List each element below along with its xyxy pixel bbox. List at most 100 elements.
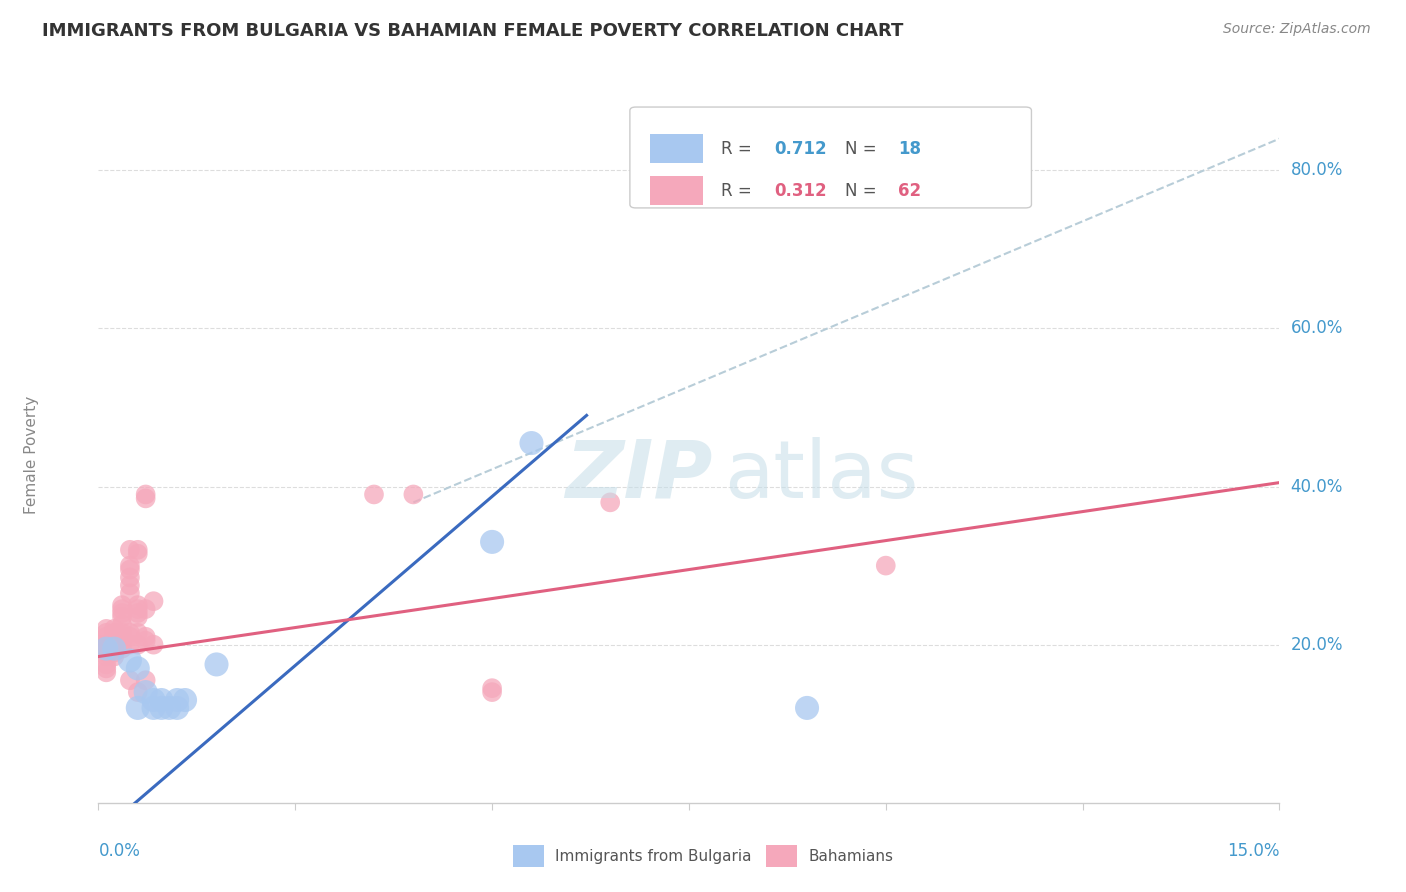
Point [96,665,118,680]
Point [118,673,141,688]
Point [118,638,141,652]
Point [127,606,149,620]
Point [127,547,149,561]
Point [599,495,621,509]
Point [127,602,149,616]
Point [111,598,134,612]
Point [103,646,125,660]
Point [118,542,141,557]
Point [103,641,125,656]
Point [363,487,385,501]
Text: 0.712: 0.712 [773,140,827,158]
Point [481,685,503,699]
Text: 0.0%: 0.0% [98,842,141,860]
Point [103,625,125,640]
Point [87,641,110,656]
Point [103,649,125,664]
Point [96,657,118,672]
Point [142,638,165,652]
Point [127,638,149,652]
Point [111,610,134,624]
Point [111,630,134,644]
Point [111,633,134,648]
Point [111,618,134,632]
FancyBboxPatch shape [650,176,703,205]
Point [127,701,149,715]
Text: 20.0%: 20.0% [1291,636,1343,654]
Point [103,641,125,656]
Text: Immigrants from Bulgaria: Immigrants from Bulgaria [555,849,752,863]
Text: Source: ZipAtlas.com: Source: ZipAtlas.com [1223,22,1371,37]
Text: 0.312: 0.312 [773,182,827,200]
Point [174,693,197,707]
Point [103,633,125,648]
Point [127,542,149,557]
Text: 15.0%: 15.0% [1227,842,1279,860]
Point [118,558,141,573]
Point [166,701,188,715]
Point [96,661,118,675]
Point [135,685,157,699]
Text: Female Poverty: Female Poverty [24,396,39,514]
Text: R =: R = [721,182,756,200]
Point [142,701,165,715]
FancyBboxPatch shape [630,107,1032,208]
Point [111,602,134,616]
Text: IMMIGRANTS FROM BULGARIA VS BAHAMIAN FEMALE POVERTY CORRELATION CHART: IMMIGRANTS FROM BULGARIA VS BAHAMIAN FEM… [42,22,904,40]
Point [87,638,110,652]
Text: 60.0%: 60.0% [1291,319,1343,337]
Text: ZIP: ZIP [565,437,713,515]
Point [127,598,149,612]
Point [118,578,141,592]
Point [96,625,118,640]
Text: atlas: atlas [724,437,918,515]
Point [103,622,125,636]
Text: N =: N = [845,140,882,158]
Point [118,586,141,600]
Text: 40.0%: 40.0% [1291,477,1343,496]
Text: 18: 18 [898,140,921,158]
Point [111,606,134,620]
Point [96,630,118,644]
Point [111,625,134,640]
Point [481,534,503,549]
Point [96,646,118,660]
Point [118,625,141,640]
Point [205,657,228,672]
Point [135,491,157,506]
Point [103,630,125,644]
Point [96,649,118,664]
Text: N =: N = [845,182,882,200]
Text: 80.0%: 80.0% [1291,161,1343,179]
Point [118,653,141,667]
Point [96,641,118,656]
Point [96,638,118,652]
Point [135,633,157,648]
Point [111,641,134,656]
Point [118,630,141,644]
Point [96,622,118,636]
Point [166,693,188,707]
Point [157,701,180,715]
Point [402,487,425,501]
Text: R =: R = [721,140,756,158]
Point [796,701,818,715]
Point [142,594,165,608]
Point [103,638,125,652]
Point [127,685,149,699]
Point [127,661,149,675]
FancyBboxPatch shape [650,134,703,163]
Point [118,570,141,584]
Point [875,558,897,573]
Point [135,673,157,688]
Point [96,641,118,656]
Point [127,625,149,640]
Text: Bahamians: Bahamians [808,849,893,863]
Point [127,610,149,624]
Text: 62: 62 [898,182,921,200]
Point [135,602,157,616]
Point [142,693,165,707]
Point [150,701,173,715]
Point [481,681,503,695]
Point [150,693,173,707]
